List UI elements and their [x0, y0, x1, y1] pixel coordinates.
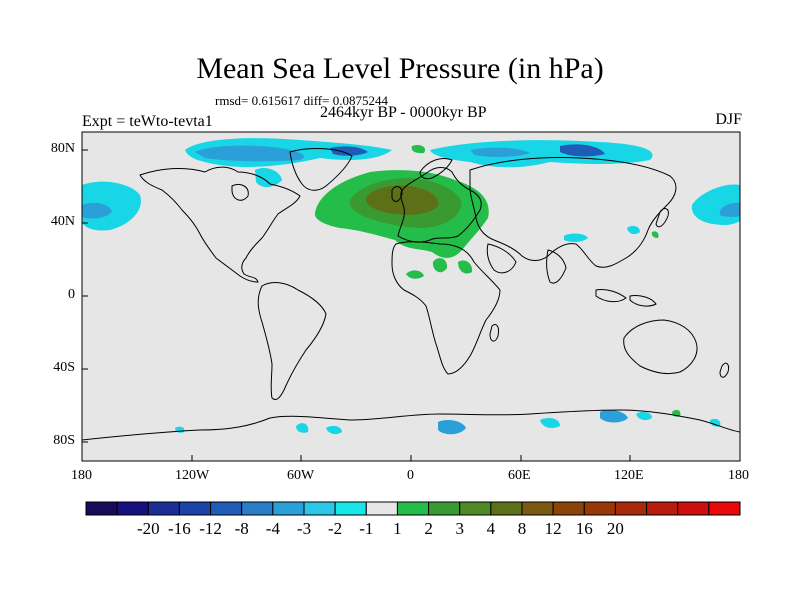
- colorbar-box: [85, 501, 118, 516]
- coastline-new-zealand: [719, 362, 729, 378]
- coastlines: [82, 148, 740, 441]
- colorbar-label: 20: [606, 519, 624, 538]
- colorbar-box: [178, 501, 212, 516]
- anomaly-arctic-darkblue-east: [560, 144, 605, 157]
- colorbar-box: [210, 501, 243, 516]
- colorbar-box: [147, 501, 180, 516]
- colorbar-box: [708, 501, 741, 516]
- season-label: DJF: [715, 111, 742, 128]
- colorbar-box: [646, 501, 679, 516]
- coastline-australia: [623, 319, 698, 375]
- colorbar-box: [272, 501, 305, 516]
- colorbar-box: [365, 501, 398, 516]
- coastline-japan: [655, 208, 669, 228]
- colorbar-label: 1: [393, 519, 402, 538]
- colorbar-box: [428, 501, 461, 516]
- colorbar-label: -8: [234, 519, 249, 538]
- colorbar-label: -16: [168, 519, 191, 538]
- colorbar-box: [583, 501, 616, 516]
- anomaly-arctic-cyan-east: [430, 140, 653, 168]
- anomaly-nafrica-green-1: [406, 270, 424, 279]
- colorbar: [85, 501, 741, 516]
- coastline-uk: [391, 186, 403, 202]
- anomaly-nafrica-green-2: [432, 258, 448, 273]
- experiment-label: Expt = teWto-tevta1: [82, 113, 213, 130]
- anomaly-nafrica-green-3: [458, 260, 473, 274]
- colorbar-box: [490, 501, 523, 516]
- colorbar-box: [521, 501, 554, 516]
- anomaly-southern-cyan-2: [326, 425, 342, 435]
- colorbar-label: 2: [424, 519, 433, 538]
- anomaly-southern-blue-1: [438, 420, 466, 435]
- period-label: 2464kyr BP - 0000kyr BP: [320, 104, 487, 121]
- anomaly-arctic-blue-east: [470, 147, 530, 158]
- colorbar-box: [614, 501, 648, 516]
- colorbar-label: 4: [486, 519, 496, 538]
- stats-label: rmsd= 0.615617 diff= 0.0875244: [215, 93, 388, 108]
- colorbar-box: [396, 501, 430, 516]
- x-tick-label: 60E: [508, 468, 531, 483]
- colorbar-box: [303, 501, 336, 516]
- x-tick-label: 120W: [175, 468, 210, 483]
- colorbar-label: 3: [455, 519, 464, 538]
- coastline-asia: [469, 157, 677, 268]
- colorbar-label: 12: [544, 519, 562, 538]
- x-tick-label: 180: [728, 468, 749, 483]
- colorbar-box: [677, 501, 710, 516]
- colorbar-box: [334, 501, 367, 516]
- anomaly-asia-cyan: [627, 225, 640, 235]
- anomaly-southern-cyan-5: [710, 418, 721, 427]
- colorbar-label: -1: [359, 519, 374, 538]
- anomaly-indian-cyan: [564, 233, 588, 243]
- anomaly-greenland-cyan: [255, 168, 282, 188]
- y-tick-label: 40N: [50, 214, 75, 229]
- coastline-india: [546, 249, 567, 284]
- y-tick-label: 80N: [50, 141, 75, 156]
- anomaly-arctic-darkblue-west: [330, 146, 368, 156]
- colorbar-label: -12: [199, 519, 222, 538]
- coastline-africa: [391, 241, 501, 375]
- x-tick-label: 60W: [287, 468, 315, 483]
- anomaly-arctic-blue-west: [195, 145, 304, 162]
- anomaly-asia-green: [651, 231, 659, 238]
- coastline-greenland: [289, 148, 353, 191]
- colorbar-box: [459, 501, 492, 516]
- anomaly-pacific-blue-east: [719, 202, 740, 217]
- colorbar-label: 8: [517, 519, 527, 538]
- anomaly-pacific-blue-west: [82, 202, 112, 219]
- y-tick-marks: [82, 149, 88, 443]
- x-tick-label: 120E: [614, 468, 644, 483]
- colorbar-label: -2: [328, 519, 343, 538]
- anomaly-southern-cyan-4: [636, 411, 652, 421]
- colorbar-label: -3: [296, 519, 312, 538]
- coastline-south-america: [257, 282, 327, 401]
- x-tick-label: 0: [407, 468, 414, 483]
- anomaly-arctic-green-small: [411, 144, 426, 154]
- coastline-hudson-bay: [231, 183, 249, 201]
- coastline-madagascar: [489, 323, 499, 342]
- colorbar-box: [241, 501, 274, 516]
- x-tick-marks: [81, 455, 741, 461]
- coastline-antarctica: [82, 409, 740, 441]
- colorbar-label: -20: [136, 519, 160, 538]
- coastline-scandinavia: [419, 158, 453, 180]
- colorbar-label: 16: [575, 519, 593, 538]
- map-title: Mean Sea Level Pressure (in hPa): [196, 52, 604, 85]
- colorbar-label: -4: [265, 519, 280, 538]
- anomaly-southern-cyan-3: [540, 418, 560, 428]
- colorbar-box: [116, 501, 149, 516]
- y-tick-label: 40S: [53, 360, 75, 375]
- coastline-arabia: [486, 243, 517, 274]
- coastline-north-america: [139, 166, 301, 283]
- y-tick-label: 80S: [53, 433, 75, 448]
- anomaly-southern-blue-2: [600, 410, 628, 423]
- colorbar-box: [552, 501, 585, 516]
- anomaly-southern-cyan-1: [296, 423, 309, 433]
- coastline-indonesia: [595, 289, 657, 307]
- y-tick-label: 0: [68, 287, 75, 302]
- x-tick-label: 180: [71, 468, 92, 483]
